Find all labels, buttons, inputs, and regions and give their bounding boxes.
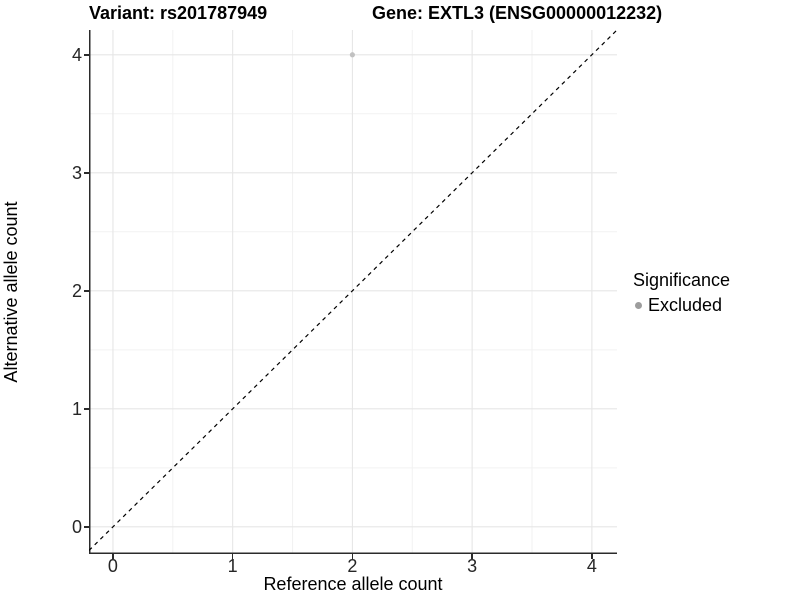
plot-title-gene: Gene: EXTL3 (ENSG00000012232): [372, 3, 663, 23]
x-tick-label: 4: [586, 556, 597, 576]
legend: Significance Excluded: [633, 269, 730, 316]
y-tick-label: 0: [71, 516, 82, 537]
y-tick-label: 3: [71, 162, 82, 183]
x-tick-label: 1: [227, 556, 238, 576]
plot-panel: [88, 29, 618, 554]
y-tick-label: 1: [71, 398, 82, 419]
y-tick-mark: [84, 54, 89, 56]
x-tick-mark: [351, 554, 354, 559]
plot-canvas: [88, 29, 618, 554]
legend-item-label: Excluded: [648, 295, 723, 315]
legend-circle-marker-icon: [635, 301, 642, 309]
x-tick-label: 2: [347, 556, 358, 576]
x-tick-mark: [231, 554, 234, 559]
legend-title: Significance: [633, 270, 731, 290]
plot-title-variant: Variant: rs201787949: [89, 3, 268, 23]
identity-line: [88, 29, 618, 551]
x-axis-title: Reference allele count: [263, 574, 443, 594]
y-tick-mark: [84, 172, 89, 174]
x-tick-label: 3: [467, 556, 478, 576]
x-tick-mark: [471, 554, 473, 559]
x-tick-mark: [112, 554, 114, 559]
x-tick-mark: [591, 554, 593, 559]
y-tick-label: 4: [71, 44, 82, 65]
y-tick-mark: [84, 526, 89, 528]
data-point-excluded: [349, 52, 356, 58]
legend-item-excluded: Excluded: [633, 294, 730, 316]
y-axis-title: Alternative allele count: [1, 201, 21, 383]
y-tick-mark: [84, 290, 89, 292]
x-tick-label: 0: [107, 556, 118, 576]
y-tick-mark: [84, 408, 89, 410]
y-tick-label: 2: [71, 280, 82, 301]
